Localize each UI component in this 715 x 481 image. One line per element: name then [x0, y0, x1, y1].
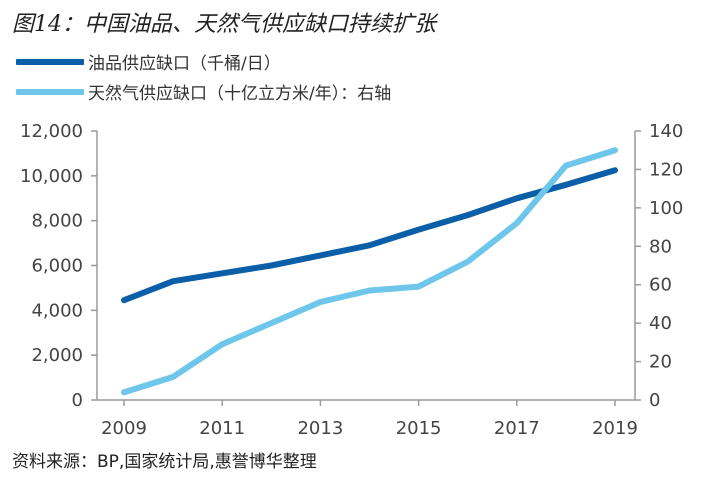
legend-label-oil: 油品供应缺口（千桶/日） [88, 54, 281, 74]
left-tick-label: 0 [72, 390, 83, 411]
series-line-oil [121, 167, 618, 304]
x-tick-label: 2011 [199, 418, 245, 439]
left-tick-label: 10,000 [20, 166, 83, 187]
legend-item-oil: 油品供应缺口（千桶/日） [16, 49, 281, 74]
legend-label-gas: 天然气供应缺口（十亿立方米/年）：右轴 [88, 84, 392, 104]
right-tick-label: 40 [649, 313, 672, 334]
x-tick-label: 2019 [592, 418, 638, 439]
x-tick-label: 2017 [494, 418, 540, 439]
series-line-gas [121, 147, 618, 396]
chart-title: 图14：中国油品、天然气供应缺口持续扩张 [12, 12, 436, 37]
right-tick-label: 0 [649, 390, 660, 411]
right-tick-label: 80 [649, 236, 672, 257]
right-tick-label: 100 [649, 198, 683, 219]
legend-swatch-oil [16, 58, 84, 65]
x-tick-label: 2015 [396, 418, 442, 439]
left-tick-label: 6,000 [31, 256, 83, 277]
left-tick-label: 2,000 [31, 345, 83, 366]
right-tick-label: 60 [649, 275, 672, 296]
legend-item-gas: 天然气供应缺口（十亿立方米/年）：右轴 [16, 79, 391, 104]
left-tick-label: 12,000 [20, 121, 83, 142]
right-tick-label: 120 [649, 159, 683, 180]
right-tick-label: 20 [649, 352, 672, 373]
left-tick-label: 4,000 [31, 300, 83, 321]
left-tick-label: 8,000 [31, 211, 83, 232]
right-tick-label: 140 [649, 121, 683, 142]
source-note: 资料来源：BP,国家统计局,惠誉博华整理 [12, 452, 317, 472]
x-tick-label: 2013 [297, 418, 343, 439]
x-tick-label: 2009 [101, 418, 147, 439]
legend-swatch-gas [16, 88, 84, 95]
